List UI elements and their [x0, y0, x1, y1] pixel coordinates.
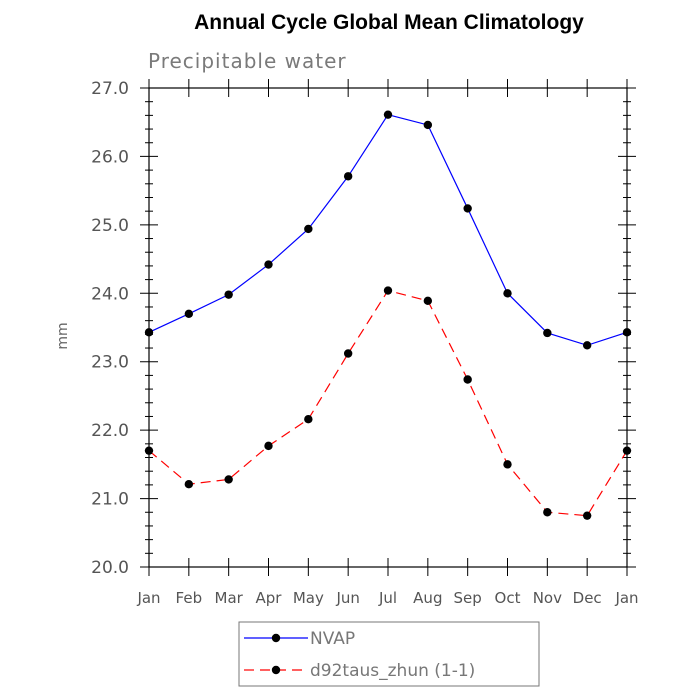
- data-point: [184, 480, 194, 489]
- data-point: [423, 120, 433, 130]
- data-point: [264, 441, 273, 451]
- x-tick-label: Oct: [495, 589, 521, 607]
- legend-box: [238, 621, 540, 687]
- data-point: [423, 296, 433, 306]
- x-tick-label: Sep: [454, 589, 482, 607]
- axis-ticks: 20.0 21.0 22.0 23.0 24.0 25.0 26.0 27.0 Jan Feb Ma…: [91, 79, 639, 607]
- legend: NVAP d92taus_zhun (1-1): [238, 621, 540, 687]
- data-point: [582, 341, 592, 350]
- x-tick-label: Jan: [136, 589, 160, 607]
- data-point: [304, 224, 313, 234]
- x-tick-label: Dec: [573, 589, 602, 607]
- data-point: [343, 349, 353, 358]
- y-tick-label: 21.0: [91, 490, 129, 510]
- x-tick-label: Jun: [335, 589, 359, 607]
- data-point: [184, 309, 194, 319]
- data-point: [582, 511, 592, 520]
- data-point: [503, 289, 512, 298]
- x-tick-label: Aug: [413, 589, 442, 607]
- y-tick-label: 27.0: [91, 79, 129, 99]
- x-tick-label: Apr: [256, 589, 283, 607]
- data-point: [304, 414, 313, 424]
- x-tick-label: Mar: [215, 589, 244, 607]
- data-point: [503, 460, 512, 469]
- legend-marker-2: [271, 665, 281, 675]
- legend-label-1: NVAP: [310, 629, 355, 649]
- y-tick-label: 20.0: [91, 558, 129, 578]
- data-point: [343, 172, 353, 181]
- y-tick-label: 26.0: [91, 147, 129, 167]
- legend-label-2: d92taus_zhun (1-1): [310, 661, 475, 681]
- y-tick-label: 22.0: [91, 421, 129, 441]
- series-line-1: [148, 113, 628, 346]
- data-point: [144, 446, 154, 455]
- series-line-2: [148, 289, 628, 517]
- y-tick-label: 23.0: [91, 353, 129, 373]
- data-point: [224, 290, 233, 299]
- data-point: [463, 204, 472, 213]
- data-point: [543, 328, 552, 338]
- legend-marker-1: [271, 633, 281, 643]
- data-point: [543, 508, 552, 517]
- y-tick-label: 25.0: [91, 216, 129, 236]
- data-point: [622, 328, 632, 337]
- x-tick-label: Nov: [533, 589, 562, 607]
- data-point: [622, 446, 632, 455]
- data-point: [264, 260, 273, 269]
- data-point: [463, 375, 472, 384]
- series-layer: [144, 110, 632, 520]
- data-point: [383, 110, 393, 119]
- x-tick-label: Jul: [378, 589, 397, 607]
- data-point: [144, 328, 154, 337]
- data-point: [383, 286, 393, 295]
- chart-title: Annual Cycle Global Mean Climatology: [194, 11, 584, 34]
- x-tick-label: May: [293, 589, 324, 607]
- chart-subtitle: Precipitable water: [148, 49, 347, 73]
- plot-frame: [148, 87, 628, 568]
- y-tick-label: 24.0: [91, 284, 129, 304]
- x-tick-label: Jan: [614, 589, 638, 607]
- x-tick-label: Feb: [176, 589, 203, 607]
- data-point: [224, 475, 233, 484]
- y-axis-label: mm: [55, 322, 71, 349]
